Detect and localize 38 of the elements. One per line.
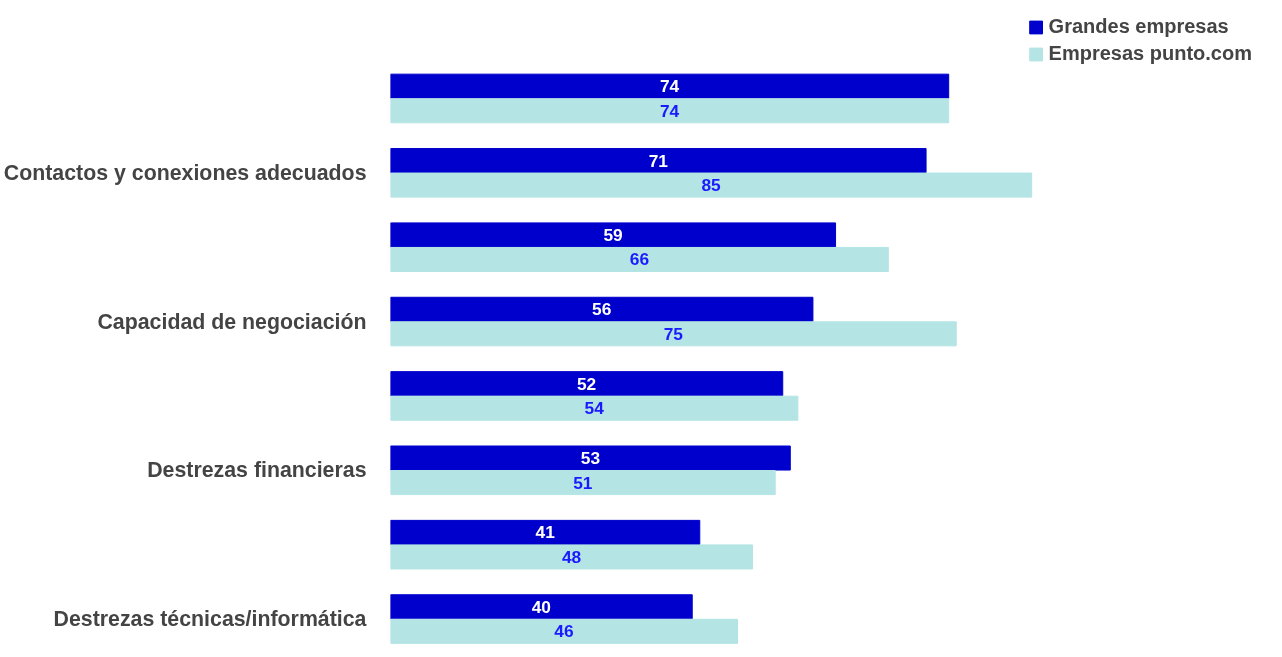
data-label: 56	[592, 299, 612, 320]
data-label: 59	[603, 224, 623, 245]
bar	[390, 98, 950, 124]
bar	[390, 519, 701, 545]
data-label: 40	[531, 596, 552, 617]
data-label: 48	[561, 546, 582, 567]
bar	[390, 544, 754, 570]
data-label: 52	[576, 373, 597, 394]
bar	[390, 73, 950, 99]
data-label: 71	[648, 150, 669, 171]
y-tick-label: Destrezas financieras	[147, 458, 367, 483]
data-label: 74	[659, 76, 680, 97]
bar	[390, 470, 776, 496]
legend-label: Grandes empresas	[1048, 15, 1229, 38]
legend-label: Empresas punto.com	[1048, 42, 1252, 65]
bar	[390, 618, 738, 644]
bar	[390, 246, 889, 272]
data-label: 46	[554, 621, 574, 642]
y-tick-label: Destrezas técnicas/informática	[53, 607, 367, 632]
y-tick-label: Capacidad de negociación	[97, 309, 367, 334]
bar	[390, 222, 837, 248]
bar	[390, 148, 927, 174]
bar	[390, 172, 1033, 198]
data-label: 51	[573, 472, 593, 493]
data-label: 53	[580, 448, 601, 469]
data-label: 75	[663, 323, 684, 344]
data-label: 41	[535, 522, 556, 543]
bar	[390, 395, 799, 421]
data-label: 54	[584, 398, 605, 419]
bar	[390, 371, 784, 397]
bar	[390, 321, 957, 347]
data-label: 74	[659, 100, 680, 121]
bar	[390, 296, 814, 322]
y-tick-label: Contactos y conexiones adecuados	[3, 160, 367, 185]
bar	[390, 594, 693, 620]
data-label: 85	[701, 175, 722, 196]
data-label: 66	[629, 249, 650, 270]
bar	[390, 445, 791, 471]
